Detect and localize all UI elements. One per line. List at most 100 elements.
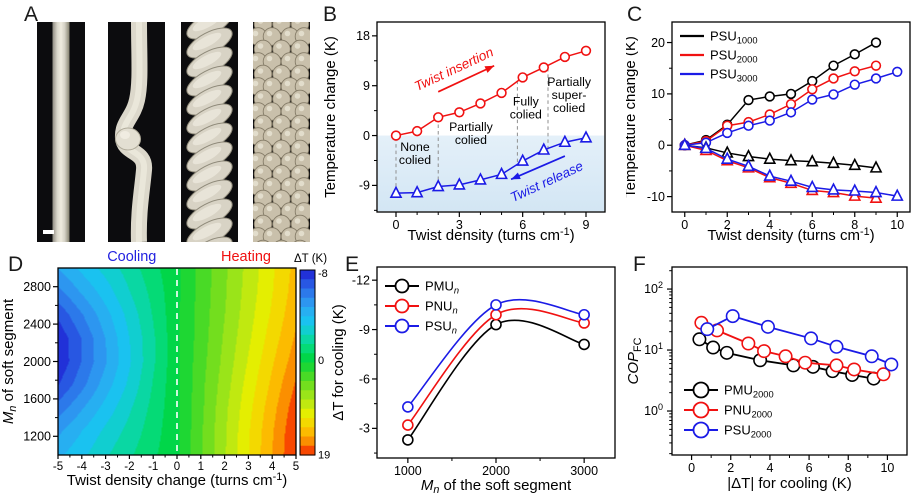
triangle-marker [410, 185, 424, 198]
circle-marker [490, 299, 502, 311]
coil-turn [186, 217, 233, 242]
bead-highlight [294, 22, 301, 24]
tspan: -12 [352, 273, 370, 287]
triangle-marker [474, 172, 487, 185]
circle-marker [490, 308, 502, 321]
tspan: 10 [644, 282, 658, 296]
circle-marker [578, 308, 590, 321]
y-tick-label: 10 [651, 87, 665, 101]
tspan: colied [455, 133, 487, 147]
tspan: 2000 [751, 430, 772, 440]
tspan: COP [626, 352, 642, 385]
bead-highlight [294, 118, 301, 124]
colorbar-band [300, 316, 315, 327]
x-tick-label: 8 [851, 218, 858, 232]
tspan: PNU [724, 403, 751, 418]
bead-highlight [266, 130, 273, 137]
colorbar-band [300, 445, 315, 456]
series-line [684, 64, 877, 146]
colorbar-band [300, 288, 315, 299]
legend-marker [692, 401, 710, 419]
circle-marker [743, 94, 754, 106]
circle-marker [402, 401, 414, 413]
x-axis-label: Twist density change (turns cm-1) [67, 471, 288, 489]
tspan: -3 [359, 422, 370, 436]
y-axis-label: ΔT for cooling (K) [332, 304, 347, 420]
tspan: -3 [100, 461, 110, 473]
colorbar-band [300, 418, 315, 428]
tspan: ΔT for cooling (K) [332, 304, 347, 420]
triangle-marker [848, 157, 862, 171]
circle-marker [692, 332, 707, 347]
circle-marker [864, 349, 879, 364]
tspan: M [0, 411, 17, 424]
bead-highlight [253, 230, 259, 237]
tspan: 3 [456, 218, 463, 232]
x-tick-label: 0 [681, 218, 688, 232]
panel-b-label: B [323, 3, 338, 26]
x-tick-label: -3 [100, 461, 110, 473]
circle-marker [807, 94, 818, 105]
coil-highlight [192, 32, 222, 51]
series-PMU-n [402, 318, 590, 446]
tspan: 1000 [394, 464, 422, 478]
tspan: FC [632, 337, 644, 352]
x-tick-label: 2000 [482, 464, 510, 478]
panel-e-label: E [345, 253, 360, 276]
bead-highlight [257, 168, 264, 174]
x-tick-label: 6 [519, 218, 526, 232]
circle-marker [849, 49, 860, 60]
tspan: 1000 [737, 36, 758, 46]
photo-fully-coiled-fiber [181, 22, 238, 242]
triangle-marker [805, 179, 819, 193]
legend-label: PSU2000 [710, 48, 758, 65]
supercoil-bead [262, 227, 282, 242]
bead-highlight [284, 230, 291, 237]
triangle-marker [763, 168, 777, 181]
tspan: 10 [880, 461, 894, 475]
legend-label: PMUn [425, 279, 459, 296]
bead-highlight [276, 93, 282, 99]
circle-marker [870, 60, 882, 71]
supercoil-bead [256, 239, 270, 242]
y-tick-label: 2000 [23, 355, 51, 369]
coil-highlight [192, 127, 222, 146]
bead-highlight [276, 168, 282, 174]
coil-highlight [192, 165, 222, 184]
tspan: 6 [806, 461, 813, 475]
circle-marker [870, 37, 882, 48]
colorbar-band [300, 334, 315, 345]
bead-highlight [257, 68, 264, 74]
bead-highlight [253, 80, 259, 87]
bead-highlight [257, 143, 264, 149]
bead-highlight [294, 68, 301, 74]
triangle-marker [495, 166, 508, 180]
x-tick-label: 3000 [570, 464, 598, 478]
series-line [706, 315, 892, 366]
bead-highlight [266, 180, 273, 187]
y-tick-label: 20 [651, 36, 665, 50]
coil-turn [186, 236, 233, 242]
bead-highlight [298, 180, 305, 187]
bead-highlight [253, 155, 259, 162]
tspan: ) [870, 227, 875, 244]
tspan: 9 [583, 218, 590, 232]
tspan: Twist density change (turns cm [67, 472, 273, 489]
colorbar-tick-label: -8 [318, 268, 328, 280]
y-tick-label: -9 [359, 179, 370, 193]
tspan: 4 [766, 218, 773, 232]
tspan: -8 [318, 268, 328, 280]
tspan: -9 [359, 323, 370, 337]
circle-marker [760, 319, 775, 334]
tspan: -6 [359, 372, 370, 386]
y-axis-label: Mn of soft segment [0, 298, 19, 424]
colorbar-band [300, 325, 315, 336]
bead-highlight [284, 30, 291, 37]
colorbar-band [300, 362, 315, 373]
circle-marker [828, 89, 839, 100]
bead-highlight [284, 130, 291, 137]
tspan: 5 [293, 461, 299, 473]
bead-highlight [298, 155, 305, 162]
